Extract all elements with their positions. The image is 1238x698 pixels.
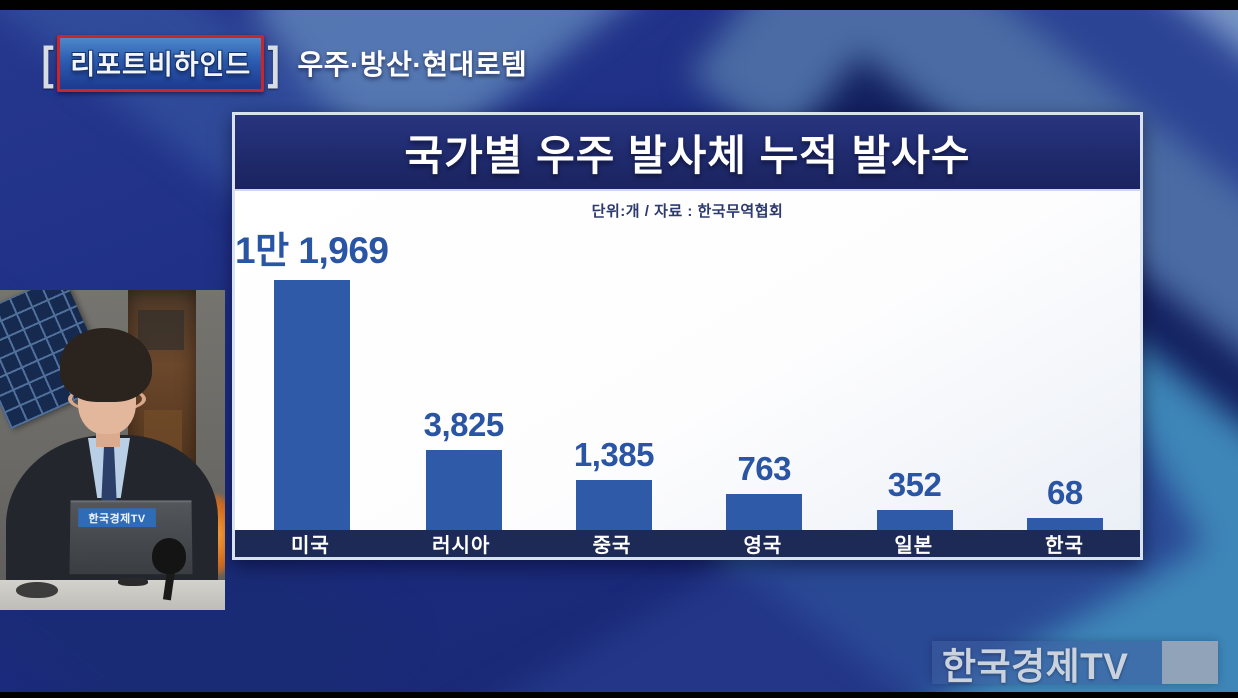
bar-china: [575, 480, 652, 530]
category-axis-band: 미국 러시아 중국 영국 일본 한국: [235, 530, 1140, 557]
axis-label-china: 중국: [592, 535, 632, 557]
channel-logo-text: 한국경제TV: [942, 645, 1129, 687]
badge-bracket-left-icon: [: [41, 37, 54, 89]
program-badge-label: 리포트비하인드: [70, 49, 252, 80]
chart-unit-source-note: 단위:개 / 자료 : 한국무역협회: [591, 203, 784, 220]
bar-chart: 1만 1,969 3,825 1,385 763 352: [235, 230, 1140, 530]
program-header: [ 리포트비하인드 ] 우주·방산·현대로템: [40, 34, 528, 92]
laptop-brand-sticker: 한국경제TV: [78, 508, 156, 528]
chart-body: 단위:개 / 자료 : 한국무역협회 1만 1,969 3,825 1,385 …: [235, 191, 1140, 557]
microphone-icon: [152, 538, 186, 574]
chart-panel: 국가별 우주 발사체 누적 발사수 단위:개 / 자료 : 한국무역협회 1만 …: [232, 112, 1143, 560]
bar-usa: [273, 280, 350, 530]
bar-korea: [1026, 518, 1103, 530]
chart-title: 국가별 우주 발사체 누적 발사수: [404, 131, 971, 179]
program-badge: 리포트비하인드: [57, 34, 265, 92]
axis-label-korea: 한국: [1045, 535, 1084, 557]
bar-value-label: 1,385: [573, 436, 655, 473]
channel-watermark: 한국경제TV: [932, 641, 1218, 687]
bar-russia: [425, 450, 502, 530]
axis-label-uk: 영국: [743, 535, 783, 557]
bar-uk: [726, 494, 803, 530]
bar-column-korea: 68: [990, 474, 1140, 530]
bar-column-uk: 763: [689, 450, 839, 530]
bar-japan: [876, 510, 953, 530]
channel-logo-square-icon: [1162, 641, 1218, 684]
axis-label-japan: 일본: [894, 535, 934, 557]
segment-topic: 우주·방산·현대로템: [297, 49, 528, 80]
bar-column-russia: 3,825: [389, 406, 539, 530]
bar-column-japan: 352: [839, 466, 989, 530]
bar-value-label: 763: [737, 450, 792, 487]
axis-label-russia: 러시아: [432, 535, 491, 557]
bar-value-label: 68: [1046, 474, 1083, 511]
presenter-tie: [101, 442, 117, 508]
letterbox-bottom: [0, 692, 1238, 698]
presenter-hair: [60, 328, 152, 402]
cable-icon: [118, 578, 148, 586]
axis-label-usa: 미국: [291, 535, 330, 557]
bar-value-label: 352: [887, 466, 942, 503]
bar-column-usa: 1만 1,969: [235, 220, 389, 530]
badge-bracket-right-icon: ]: [267, 37, 281, 89]
bar-value-label: 1만 1,969: [235, 230, 389, 271]
bar-column-china: 1,385: [539, 436, 689, 530]
presenter-video: 한국경제TV: [0, 290, 225, 610]
bar-value-label: 3,825: [423, 406, 505, 443]
chart-title-bar: 국가별 우주 발사체 누적 발사수: [235, 115, 1140, 191]
mouse-icon: [16, 582, 58, 598]
letterbox-top: [0, 0, 1238, 10]
